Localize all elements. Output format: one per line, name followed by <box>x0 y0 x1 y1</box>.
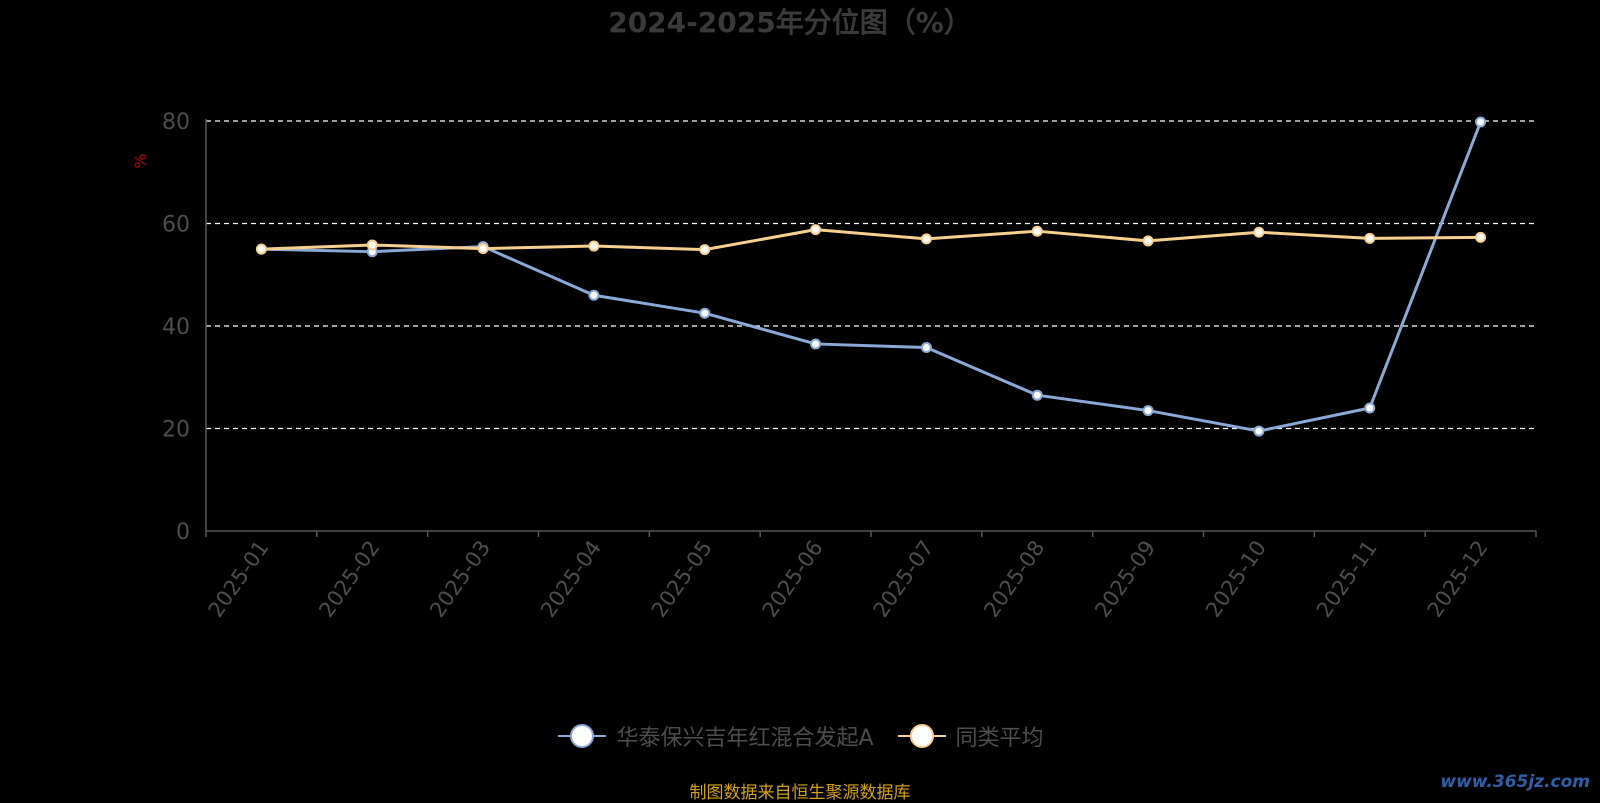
x-tick-label: 2025-02 <box>314 536 384 622</box>
y-tick-label: 40 <box>162 315 190 340</box>
data-source-note: 制图数据来自恒生聚源数据库 <box>689 783 911 803</box>
data-point-series-2 <box>1142 235 1154 247</box>
chart-title: 2024-2025年分位图（%） <box>608 6 972 39</box>
y-tick-label: 20 <box>162 418 190 443</box>
data-point-series-1 <box>1142 405 1154 417</box>
x-tick-label: 2025-10 <box>1201 536 1271 622</box>
x-tick-label: 2025-05 <box>647 536 717 622</box>
data-point-series-1 <box>920 342 932 354</box>
data-point-series-1 <box>1475 116 1487 128</box>
data-point-series-2 <box>920 233 932 245</box>
data-point-series-2 <box>366 239 378 251</box>
data-point-series-2 <box>1253 226 1265 238</box>
series-layer <box>255 116 1487 437</box>
data-point-series-1 <box>588 289 600 301</box>
legend-label-series-1: 华泰保兴吉年红混合发起A <box>616 726 874 751</box>
x-tick-label: 2025-07 <box>869 536 939 622</box>
legend: 华泰保兴吉年红混合发起A 同类平均 <box>0 718 1600 754</box>
data-point-series-2 <box>477 243 489 255</box>
x-tick-label: 2025-01 <box>204 536 274 622</box>
data-point-series-2 <box>255 243 267 255</box>
data-point-series-1 <box>810 338 822 350</box>
x-tick-label: 2025-09 <box>1090 536 1160 622</box>
legend-item-series-1[interactable]: 华泰保兴吉年红混合发起A <box>556 720 874 752</box>
legend-item-series-2[interactable]: 同类平均 <box>896 720 1044 752</box>
data-point-series-1 <box>1364 402 1376 414</box>
data-point-series-2 <box>810 224 822 236</box>
y-tick-label: 0 <box>176 520 190 545</box>
data-point-series-1 <box>1253 425 1265 437</box>
x-tick-label: 2025-08 <box>979 536 1049 622</box>
x-tick-label: 2025-12 <box>1423 536 1493 622</box>
y-axis-label: % <box>131 153 150 168</box>
data-point-series-2 <box>1475 231 1487 243</box>
data-point-series-2 <box>1364 232 1376 244</box>
x-tick-label: 2025-04 <box>536 536 606 622</box>
data-point-series-2 <box>588 240 600 252</box>
x-tick-label: 2025-11 <box>1312 536 1382 622</box>
legend-label-series-2: 同类平均 <box>955 726 1044 751</box>
data-point-series-1 <box>699 307 711 319</box>
x-tick-label: 2025-06 <box>758 536 828 622</box>
data-point-series-2 <box>1031 225 1043 237</box>
data-point-series-2 <box>699 244 711 256</box>
data-point-series-1 <box>1031 389 1043 401</box>
y-tick-label: 60 <box>162 213 190 238</box>
series-line-2 <box>261 228 1481 252</box>
axes: 0 20 40 60 80 2025-01 2025-02 2025-03 2025-04 202… <box>162 110 1537 622</box>
legend-marker-series-2 <box>897 724 946 748</box>
y-tick-label: 80 <box>162 110 190 135</box>
legend-marker-series-1 <box>558 724 607 748</box>
grid-lines <box>206 120 1536 430</box>
watermark: www.365jz.com <box>1440 772 1590 792</box>
series-line-1 <box>261 121 1482 433</box>
x-tick-label: 2025-03 <box>425 536 495 622</box>
